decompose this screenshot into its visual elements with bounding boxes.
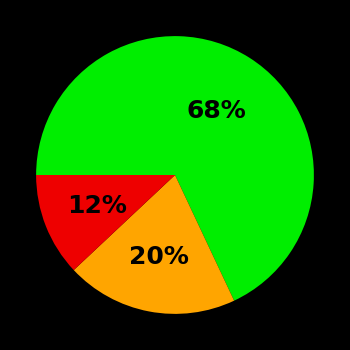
Wedge shape	[36, 175, 175, 270]
Wedge shape	[36, 36, 314, 301]
Text: 68%: 68%	[186, 98, 246, 122]
Text: 20%: 20%	[130, 245, 189, 269]
Text: 12%: 12%	[68, 194, 127, 218]
Wedge shape	[74, 175, 234, 314]
